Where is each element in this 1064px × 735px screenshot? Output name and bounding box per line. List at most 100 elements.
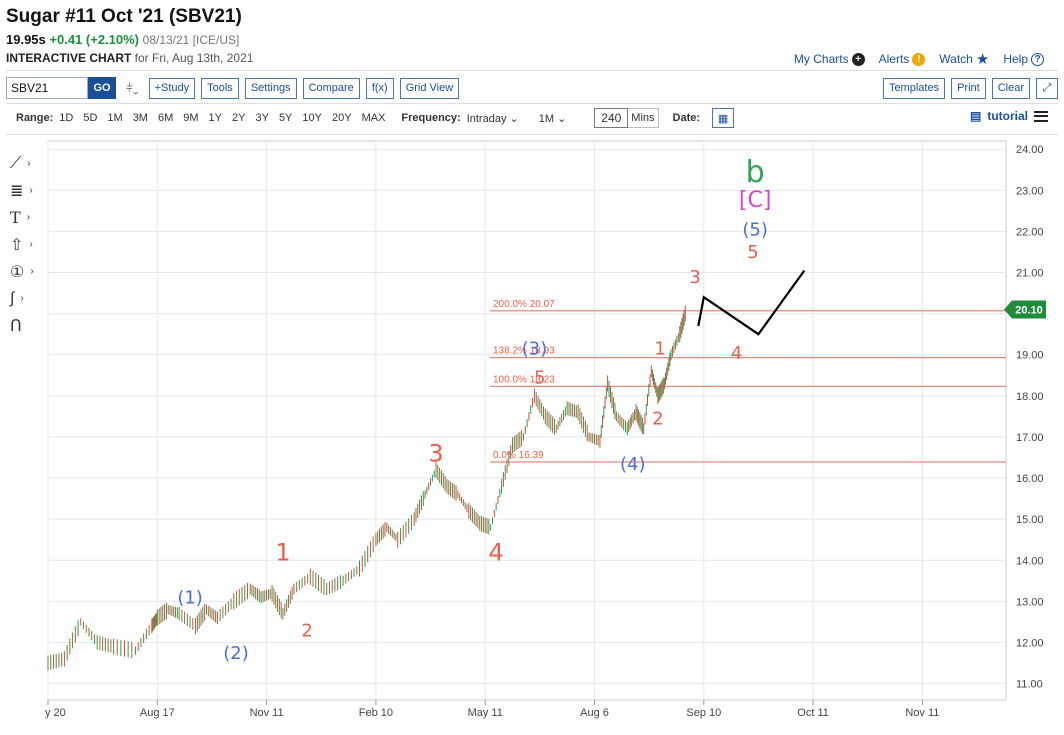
range-option[interactable]: 5Y xyxy=(278,112,293,124)
frequency-select[interactable]: Intraday ⌄ xyxy=(467,112,519,125)
last-price-tag xyxy=(1004,300,1046,319)
bar-type-icon[interactable]: ⫩⌄ xyxy=(126,80,139,95)
tutorial-label: tutorial xyxy=(987,109,1028,123)
chart-subtitle: INTERACTIVE CHART for Fri, Aug 13th, 202… xyxy=(6,51,253,65)
plus-icon: + xyxy=(851,52,865,66)
period-value: 1M xyxy=(538,112,555,125)
chevron-right-icon: › xyxy=(29,185,33,196)
alerts-link[interactable]: Alerts! xyxy=(879,50,926,68)
x-tick-label: Sep 10 xyxy=(686,707,721,719)
my-charts-label: My Charts xyxy=(793,52,849,66)
quote-meta: 08/13/21 [ICE/US] xyxy=(142,33,240,47)
y-tick-label: 18.00 xyxy=(1016,391,1044,403)
tutorial-link[interactable]: ▤ tutorial xyxy=(970,109,1048,123)
path-tool[interactable]: ∫ › xyxy=(10,285,44,312)
wave-label: (2) xyxy=(223,643,249,664)
x-tick-label: Aug 17 xyxy=(140,707,175,719)
range-option[interactable]: 1D xyxy=(59,112,74,124)
grid-view-button[interactable]: Grid View xyxy=(399,77,460,99)
range-option[interactable]: 20Y xyxy=(331,112,352,124)
range-option[interactable]: 9M xyxy=(183,112,199,124)
text-icon: T xyxy=(10,208,21,227)
watch-label: Watch xyxy=(939,52,973,66)
calendar-icon[interactable]: ▦ xyxy=(712,108,735,128)
quote-line: 19.95s +0.41 (+2.10%) 08/13/21 [ICE/US] xyxy=(6,32,239,47)
wave-label: [C] xyxy=(739,188,772,213)
alert-icon: ! xyxy=(912,52,926,66)
y-tick-label: 13.00 xyxy=(1016,596,1044,608)
projection-path[interactable] xyxy=(697,269,806,336)
range-options: 1D 5D 1M 3M 6M 9M 1Y 2Y 3Y 5Y 10Y 20Y MAX xyxy=(59,112,395,124)
fib-tool[interactable]: ≣ › xyxy=(10,177,44,204)
x-tick-label: Aug 6 xyxy=(580,707,609,719)
magnet-tool[interactable]: Ո xyxy=(10,312,44,339)
wave-label: (4) xyxy=(620,454,646,475)
y-tick-label: 19.00 xyxy=(1016,350,1044,362)
fib-level-label: 100.0% 18.23 xyxy=(493,374,555,385)
tools-button[interactable]: Tools xyxy=(201,77,239,99)
go-button[interactable]: GO xyxy=(88,77,116,99)
templates-button[interactable]: Templates xyxy=(882,77,946,99)
symbol-input[interactable] xyxy=(6,77,88,99)
text-tool[interactable]: T › xyxy=(10,204,44,231)
x-tick-label: Oct 11 xyxy=(797,707,829,719)
wave-label-tool[interactable]: ① › xyxy=(10,258,44,285)
help-link[interactable]: Help? xyxy=(1003,50,1044,68)
range-option[interactable]: MAX xyxy=(361,112,386,124)
range-option[interactable]: 6M xyxy=(157,112,174,124)
range-option[interactable]: 2Y xyxy=(232,112,246,124)
range-option[interactable]: 5D xyxy=(83,112,98,124)
date-label: Date: xyxy=(672,112,701,124)
wave-label: 4 xyxy=(731,343,742,364)
clear-button[interactable]: Clear xyxy=(991,77,1030,99)
settings-button[interactable]: Settings xyxy=(244,77,297,99)
arrow-up-icon: ⇧ xyxy=(10,236,24,254)
chart-toolbar: GO ⫩⌄ +Study Tools Settings Compare f(x)… xyxy=(6,76,1058,100)
film-icon: ▤ xyxy=(969,109,982,123)
magnet-icon: Ո xyxy=(10,317,22,335)
menu-icon[interactable] xyxy=(1034,110,1048,122)
range-option[interactable]: 1M xyxy=(107,112,123,124)
x-tick-label: Nov 11 xyxy=(905,707,939,719)
range-option[interactable]: 10Y xyxy=(302,112,322,124)
wave-label: (1) xyxy=(177,587,203,608)
range-option[interactable]: 1Y xyxy=(208,112,222,124)
separator xyxy=(6,103,1058,104)
drawing-tools: ⟋ › ≣ › T › ⇧ › ① › ∫ › Ո xyxy=(10,150,44,339)
fib-level-label: 200.0% 20.07 xyxy=(493,299,555,310)
top-links: My Charts + Alerts! Watch ★ Help? xyxy=(794,50,1044,68)
x-tick-label: Feb 10 xyxy=(359,707,393,719)
price-change: +0.41 (+2.10%) xyxy=(49,32,140,47)
line-tool[interactable]: ⟋ › xyxy=(10,150,44,177)
x-tick-label: May 11 xyxy=(468,707,503,719)
chart-subtitle-date: for Fri, Aug 13th, 2021 xyxy=(131,51,254,65)
print-button[interactable]: Print xyxy=(951,77,986,99)
minutes-label: Mins xyxy=(628,108,659,128)
minutes-input[interactable]: 240 xyxy=(594,108,629,128)
compare-button[interactable]: Compare xyxy=(302,77,360,99)
star-icon: ★ xyxy=(975,51,990,68)
fib-level-label: 138.2% 18.93 xyxy=(493,346,555,357)
range-option[interactable]: 3Y xyxy=(255,112,269,124)
arrow-tool[interactable]: ⇧ › xyxy=(10,231,44,258)
range-bar: Range: 1D 5D 1M 3M 6M 9M 1Y 2Y 3Y 5Y 10Y 20Y MAX Fre… xyxy=(16,108,1048,128)
chevron-down-icon: ⌄ xyxy=(509,112,519,125)
price-chart[interactable]: 24.0023.0022.0021.0020.0019.0018.0017.00… xyxy=(0,137,1064,735)
fx-button[interactable]: f(x) xyxy=(365,77,394,99)
x-tick-label: y 20 xyxy=(45,707,66,719)
question-icon: ? xyxy=(1031,52,1044,66)
help-label: Help xyxy=(1003,52,1028,66)
last-price: 19.95s xyxy=(6,32,46,47)
study-button[interactable]: +Study xyxy=(148,77,196,99)
page-title: Sugar #11 Oct '21 (SBV21) xyxy=(6,6,242,27)
wave-label: (5) xyxy=(742,220,768,241)
expand-icon[interactable]: ⤢ xyxy=(1036,77,1058,99)
x-tick-label: Nov 11 xyxy=(250,707,284,719)
wave-label: 2 xyxy=(301,620,312,641)
range-option[interactable]: 3M xyxy=(132,112,148,124)
my-charts-link[interactable]: My Charts + xyxy=(794,50,865,68)
period-select[interactable]: 1M ⌄ xyxy=(539,112,567,125)
chevron-right-icon: › xyxy=(20,293,24,304)
watch-link[interactable]: Watch ★ xyxy=(939,50,989,68)
y-tick-label: 21.00 xyxy=(1016,268,1044,280)
